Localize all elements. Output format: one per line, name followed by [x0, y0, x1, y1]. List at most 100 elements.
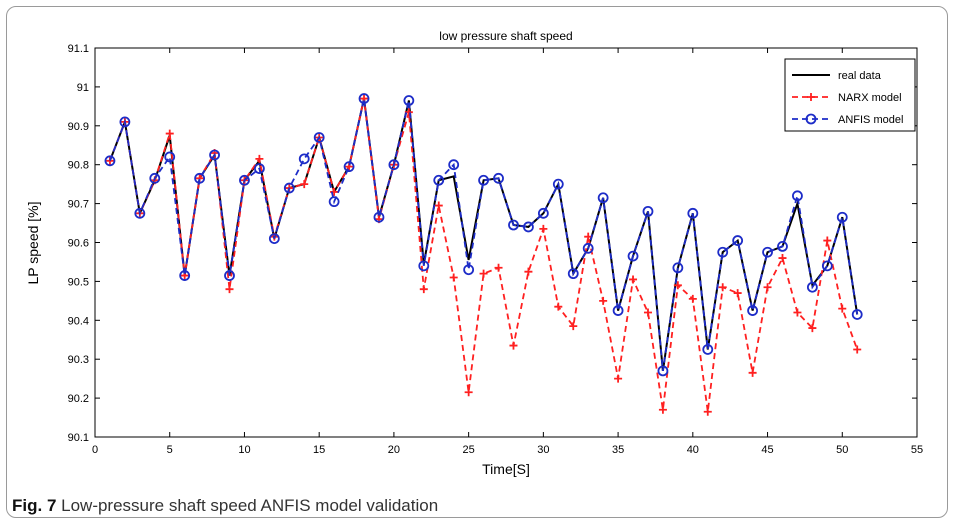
data-point-anfis-model: [612, 305, 624, 316]
data-point-anfis-model: [403, 95, 415, 106]
data-point-anfis-model: [253, 163, 265, 174]
data-point-anfis-model: [552, 178, 564, 190]
data-point-narx-model: [509, 341, 518, 350]
data-point-anfis-model: [373, 211, 385, 223]
data-point-anfis-model: [702, 344, 714, 355]
x-tick-label: 30: [537, 444, 549, 456]
caption-text: Low-pressure shaft speed ANFIS model val…: [56, 496, 439, 515]
series-narx-model: [105, 94, 862, 416]
data-point-anfis-model: [268, 233, 280, 245]
data-point-narx-model: [658, 405, 667, 414]
data-point-anfis-model: [104, 155, 116, 167]
data-point-anfis-model: [209, 149, 220, 161]
series-line-anfis-model: [109, 98, 859, 372]
data-point-narx-model: [524, 267, 533, 276]
legend-label-real-data: real data: [838, 70, 882, 82]
x-tick-label: 20: [388, 444, 400, 456]
data-point-narx-model: [554, 302, 563, 311]
data-point-anfis-model: [493, 172, 504, 184]
data-point-anfis-model: [508, 219, 519, 231]
legend: real data NARX model ANFIS model: [784, 58, 916, 132]
data-point-anfis-model: [597, 192, 609, 204]
y-tick-label: 91: [77, 82, 89, 94]
data-point-narx-model: [434, 201, 443, 210]
x-tick-label: 10: [238, 444, 250, 456]
data-point-narx-model: [255, 154, 264, 163]
data-point-anfis-model: [149, 172, 161, 184]
line-chart: low pressure shaft speed Time[S] LP spee…: [25, 29, 923, 477]
data-point-anfis-model: [821, 260, 833, 272]
y-tick-label: 90.8: [68, 160, 89, 172]
data-point-anfis-model: [836, 211, 848, 223]
x-tick-label: 50: [836, 444, 848, 456]
chart-title: low pressure shaft speed: [439, 29, 572, 43]
data-point-narx-model: [718, 283, 727, 292]
data-point-narx-model: [838, 304, 847, 313]
data-point-anfis-model: [119, 116, 131, 128]
y-tick-label: 90.7: [68, 199, 89, 211]
data-point-narx-model: [479, 269, 488, 278]
data-point-narx-model: [673, 281, 682, 290]
data-point-anfis-model: [582, 242, 594, 254]
data-point-anfis-model: [224, 270, 235, 281]
x-tick-label: 15: [313, 444, 325, 456]
data-point-anfis-model: [717, 246, 729, 258]
x-axis-label: Time[S]: [482, 461, 530, 477]
y-tick-label: 90.1: [68, 432, 89, 444]
data-point-narx-model: [823, 236, 832, 245]
y-tick-label: 90.6: [68, 238, 89, 250]
data-point-anfis-model: [777, 240, 788, 252]
data-point-anfis-model: [463, 264, 475, 276]
data-point-anfis-model: [448, 159, 460, 171]
legend-marker-anfis-model: [805, 113, 817, 125]
data-point-anfis-model: [792, 190, 803, 202]
data-point-anfis-model: [672, 262, 684, 274]
data-point-narx-model: [629, 275, 638, 284]
data-point-anfis-model: [523, 221, 534, 233]
data-point-anfis-model: [343, 161, 355, 173]
series-anfis-model: [104, 93, 863, 377]
data-point-anfis-model: [627, 250, 639, 262]
data-point-anfis-model: [762, 246, 773, 258]
data-point-narx-model: [494, 263, 503, 272]
x-tick-label: 45: [761, 444, 773, 456]
x-tick-label: 40: [687, 444, 699, 456]
data-point-anfis-model: [164, 151, 176, 163]
data-point-anfis-model: [567, 268, 579, 280]
legend-label-narx-model: NARX model: [838, 92, 902, 104]
data-point-narx-model: [165, 129, 174, 138]
data-point-narx-model: [763, 283, 772, 292]
series-line-narx-model: [109, 98, 859, 412]
data-point-narx-model: [808, 324, 817, 333]
data-point-narx-model: [793, 308, 802, 317]
data-point-anfis-model: [537, 207, 549, 219]
data-point-narx-model: [404, 108, 413, 117]
legend-label-anfis-model: ANFIS model: [838, 114, 903, 126]
data-point-narx-model: [539, 224, 548, 233]
y-tick-label: 91.1: [68, 43, 89, 55]
data-point-anfis-model: [358, 93, 370, 104]
data-point-anfis-model: [851, 309, 863, 320]
data-point-narx-model: [853, 345, 862, 354]
data-point-narx-model: [778, 254, 787, 263]
caption-label: Fig. 7: [12, 496, 57, 515]
data-point-narx-model: [225, 285, 234, 294]
data-point-narx-model: [300, 180, 309, 189]
x-tick-label: 5: [167, 444, 173, 456]
data-point-narx-model: [569, 322, 578, 331]
data-point-anfis-model: [418, 260, 430, 272]
data-point-anfis-model: [478, 174, 489, 186]
data-point-anfis-model: [687, 207, 699, 219]
figure-caption: Fig. 7 Low-pressure shaft speed ANFIS mo…: [12, 496, 438, 516]
x-tick-label: 0: [92, 444, 98, 456]
data-point-narx-model: [599, 296, 608, 305]
y-tick-label: 90.3: [68, 354, 89, 366]
data-point-narx-model: [748, 368, 757, 377]
y-tick-label: 90.5: [68, 276, 89, 288]
data-point-anfis-model: [388, 159, 400, 171]
data-point-anfis-model: [747, 305, 758, 316]
data-point-narx-model: [643, 308, 652, 317]
data-point-narx-model: [464, 388, 473, 397]
data-point-anfis-model: [298, 153, 310, 165]
data-point-anfis-model: [179, 270, 191, 281]
